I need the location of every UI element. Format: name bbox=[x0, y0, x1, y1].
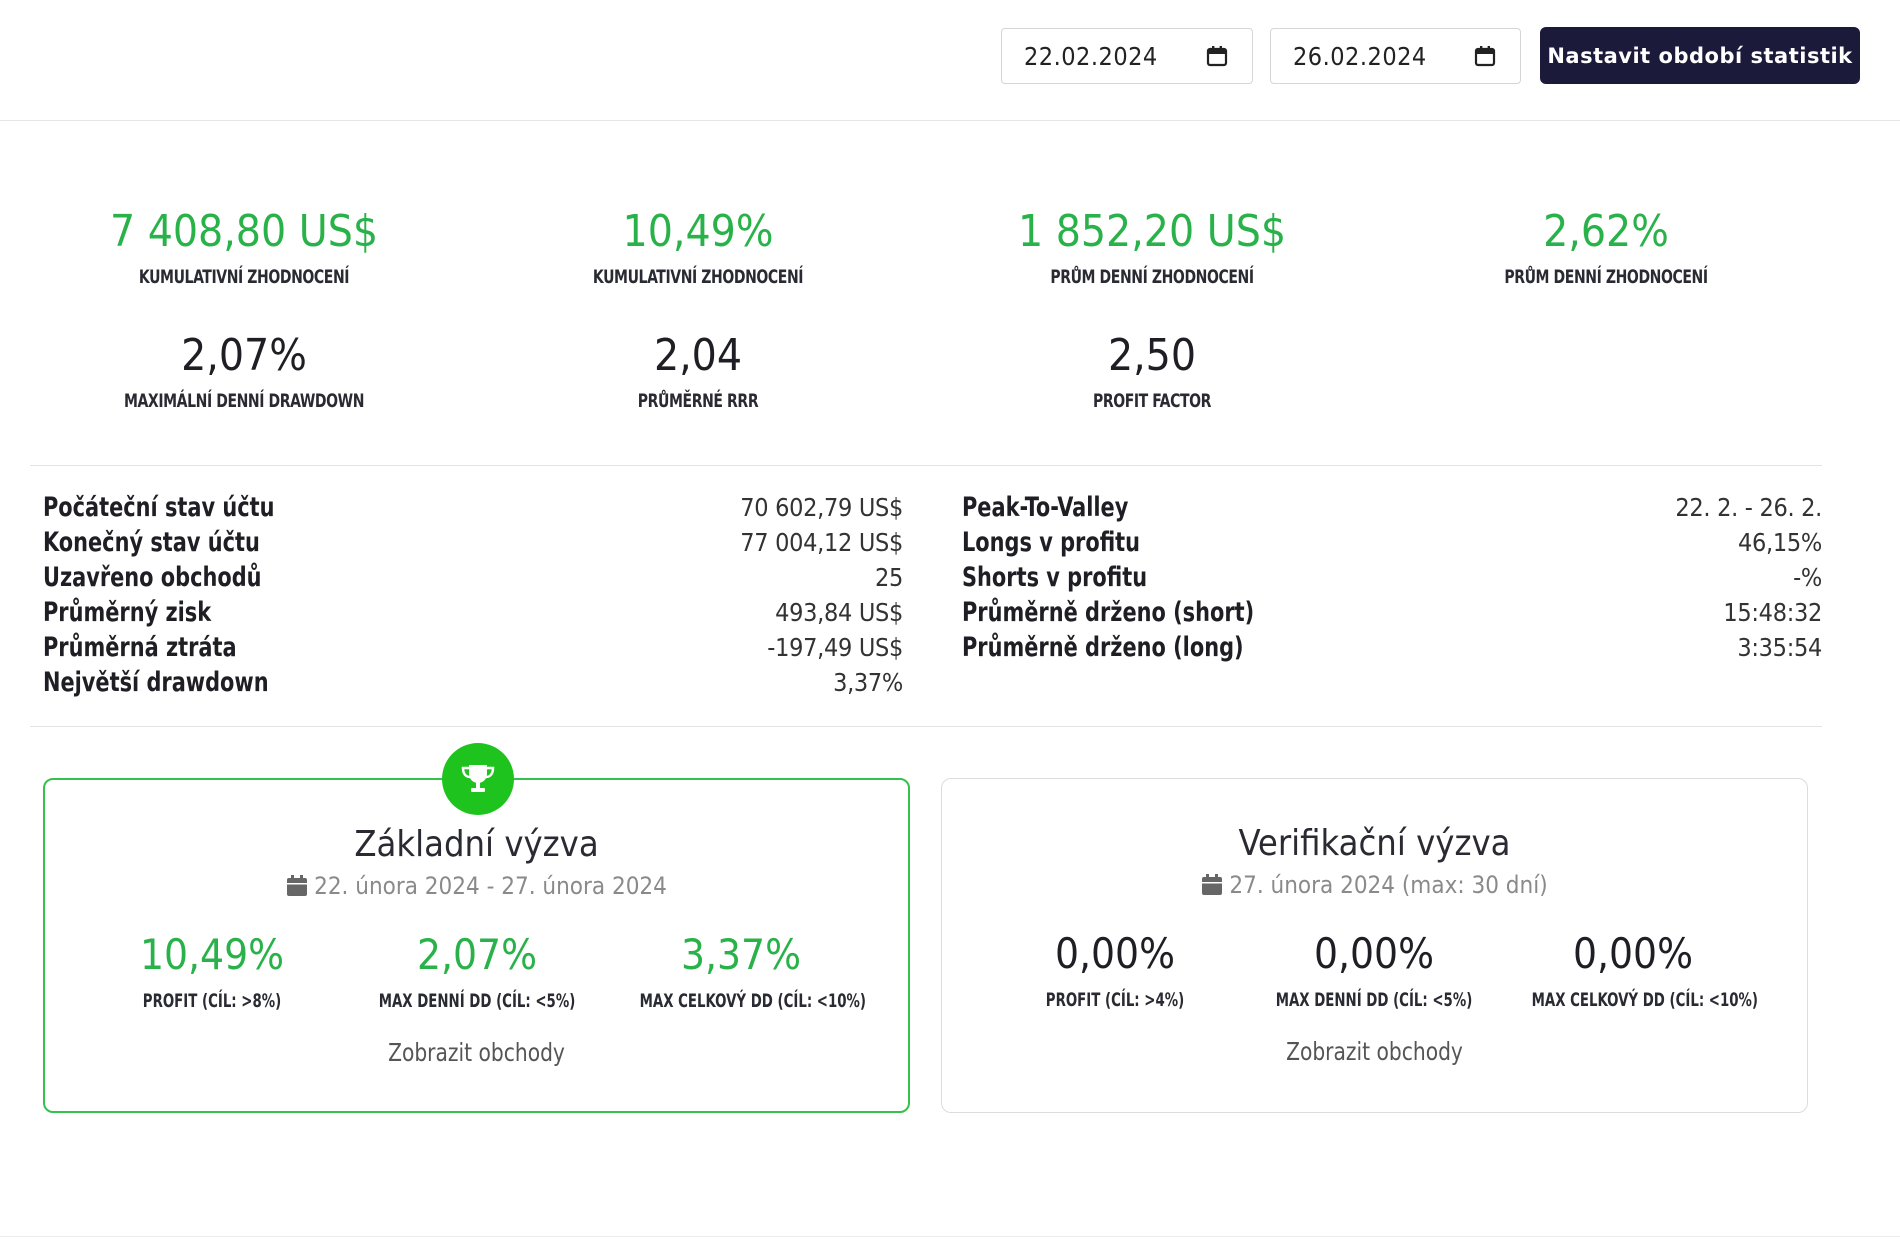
kpi-avg-daily-return-percent: 2,62% Prům denní zhodnocení bbox=[1376, 206, 1836, 288]
stat-label: Průměrný zisk bbox=[43, 597, 212, 628]
metric-label: Profit (cíl: >8%) bbox=[142, 990, 282, 1012]
kpi-profit-factor: 2,50 Profit Factor bbox=[922, 330, 1382, 412]
stat-value: 46,15% bbox=[1738, 528, 1822, 557]
metric-label: Max denní DD (cíl: <5%) bbox=[378, 990, 576, 1012]
metric-value: 0,00% bbox=[1054, 929, 1175, 978]
kpi-cumulative-return-amount: 7 408,80 US$ Kumulativní zhodnocení bbox=[14, 206, 474, 288]
show-trades-link[interactable]: Zobrazit obchody bbox=[388, 1038, 565, 1067]
stat-value: 22. 2. - 26. 2. bbox=[1675, 493, 1822, 522]
metric-value: 2,07% bbox=[416, 930, 537, 979]
kpi-value: 2,04 bbox=[653, 330, 743, 381]
date-to-input[interactable]: 26.02.2024 bbox=[1270, 28, 1521, 84]
kpi-value: 2,07% bbox=[181, 330, 307, 381]
stat-row: Longs v profitu 46,15% bbox=[962, 525, 1822, 560]
set-period-button[interactable]: Nastavit období statistik bbox=[1540, 27, 1860, 84]
challenge-dates: 22. února 2024 - 27. února 2024 bbox=[45, 872, 908, 900]
stat-label: Největší drawdown bbox=[43, 667, 269, 698]
trade-stats-table: Peak-To-Valley 22. 2. - 26. 2. Longs v pr… bbox=[962, 490, 1822, 665]
metric-label: Max celkový DD (cíl: <10%) bbox=[1531, 989, 1758, 1011]
metric-value: 0,00% bbox=[1313, 929, 1434, 978]
kpi-cumulative-return-percent: 10,49% Kumulativní zhodnocení bbox=[468, 206, 928, 288]
stat-label: Peak-To-Valley bbox=[962, 492, 1129, 523]
kpi-label: Profit Factor bbox=[1092, 390, 1212, 412]
calendar-icon bbox=[287, 875, 308, 896]
challenge-dates-text: 22. února 2024 - 27. února 2024 bbox=[314, 872, 667, 900]
top-toolbar: 22.02.2024 26.02.2024 Nastavit období st… bbox=[0, 0, 1900, 121]
stat-row: Průměrná ztráta -197,49 US$ bbox=[43, 630, 903, 665]
challenge-title: Verifikační výzva bbox=[1238, 823, 1511, 864]
challenge-metric: 3,37% Max celkový DD (cíl: <10%) bbox=[611, 930, 871, 1012]
kpi-max-daily-drawdown: 2,07% Maximální denní drawdown bbox=[14, 330, 474, 412]
stat-value: 3,37% bbox=[833, 668, 903, 697]
challenge-metric: 0,00% Max denní DD (cíl: <5%) bbox=[1244, 929, 1504, 1011]
stat-label: Longs v profitu bbox=[962, 527, 1141, 558]
stat-value: 15:48:32 bbox=[1723, 598, 1822, 627]
stat-value: -197,49 US$ bbox=[767, 633, 903, 662]
challenge-card-basic: Základní výzva 22. února 2024 - 27. únor… bbox=[43, 778, 910, 1113]
divider bbox=[0, 1236, 1900, 1237]
kpi-label: Prům denní zhodnocení bbox=[1050, 266, 1254, 288]
challenge-dates-text: 27. února 2024 (max: 30 dní) bbox=[1229, 871, 1548, 899]
calendar-icon[interactable] bbox=[1206, 45, 1228, 67]
kpi-value: 10,49% bbox=[622, 206, 774, 257]
stat-value: 70 602,79 US$ bbox=[740, 493, 903, 522]
kpi-label: Průměrné RRR bbox=[637, 390, 759, 412]
metric-label: Profit (cíl: >4%) bbox=[1045, 989, 1185, 1011]
show-trades-link[interactable]: Zobrazit obchody bbox=[1286, 1037, 1463, 1066]
calendar-icon[interactable] bbox=[1474, 45, 1496, 67]
divider bbox=[30, 465, 1822, 466]
kpi-value: 2,50 bbox=[1107, 330, 1197, 381]
metric-value: 0,00% bbox=[1572, 929, 1693, 978]
stat-row: Konečný stav účtu 77 004,12 US$ bbox=[43, 525, 903, 560]
date-from-value: 22.02.2024 bbox=[1024, 41, 1158, 71]
kpi-avg-daily-return-amount: 1 852,20 US$ Prům denní zhodnocení bbox=[922, 206, 1382, 288]
stat-value: 3:35:54 bbox=[1737, 633, 1822, 662]
stat-row: Největší drawdown 3,37% bbox=[43, 665, 903, 700]
stat-row: Průměrně drženo (short) 15:48:32 bbox=[962, 595, 1822, 630]
stat-row: Shorts v profitu -% bbox=[962, 560, 1822, 595]
calendar-icon bbox=[1202, 874, 1223, 895]
stat-value: 77 004,12 US$ bbox=[740, 528, 903, 557]
stat-row: Průměrný zisk 493,84 US$ bbox=[43, 595, 903, 630]
stat-label: Průměrná ztráta bbox=[43, 632, 237, 663]
kpi-average-rrr: 2,04 Průměrné RRR bbox=[468, 330, 928, 412]
challenge-dates: 27. února 2024 (max: 30 dní) bbox=[942, 871, 1807, 899]
stat-row: Uzavřeno obchodů 25 bbox=[43, 560, 903, 595]
kpi-value: 2,62% bbox=[1543, 206, 1669, 257]
stat-label: Uzavřeno obchodů bbox=[43, 562, 262, 593]
stat-value: 493,84 US$ bbox=[775, 598, 903, 627]
stat-row: Počáteční stav účtu 70 602,79 US$ bbox=[43, 490, 903, 525]
kpi-label: Kumulativní zhodnocení bbox=[138, 266, 350, 288]
kpi-label: Maximální denní drawdown bbox=[123, 390, 365, 412]
metric-value: 3,37% bbox=[680, 930, 801, 979]
challenge-metric: 0,00% Max celkový DD (cíl: <10%) bbox=[1503, 929, 1763, 1011]
stat-label: Shorts v profitu bbox=[962, 562, 1148, 593]
metric-label: Max celkový DD (cíl: <10%) bbox=[639, 990, 866, 1012]
date-to-value: 26.02.2024 bbox=[1293, 41, 1427, 71]
challenge-metric: 0,00% Profit (cíl: >4%) bbox=[985, 929, 1245, 1011]
stat-label: Průměrně drženo (short) bbox=[962, 597, 1255, 628]
kpi-value: 1 852,20 US$ bbox=[1017, 206, 1287, 257]
challenge-card-verification: Verifikační výzva 27. února 2024 (max: 3… bbox=[941, 778, 1808, 1113]
account-stats-table: Počáteční stav účtu 70 602,79 US$ Konečný… bbox=[43, 490, 903, 700]
trophy-icon bbox=[442, 743, 514, 815]
stat-value: 25 bbox=[874, 563, 903, 592]
stat-label: Konečný stav účtu bbox=[43, 527, 260, 558]
stat-row: Průměrně drženo (long) 3:35:54 bbox=[962, 630, 1822, 665]
metric-label: Max denní DD (cíl: <5%) bbox=[1275, 989, 1473, 1011]
kpi-value: 7 408,80 US$ bbox=[109, 206, 379, 257]
stat-label: Počáteční stav účtu bbox=[43, 492, 275, 523]
challenge-title: Základní výzva bbox=[354, 824, 599, 865]
stat-row: Peak-To-Valley 22. 2. - 26. 2. bbox=[962, 490, 1822, 525]
divider bbox=[30, 726, 1822, 727]
challenge-metric: 10,49% Profit (cíl: >8%) bbox=[82, 930, 342, 1012]
challenge-metric: 2,07% Max denní DD (cíl: <5%) bbox=[347, 930, 607, 1012]
stat-value: -% bbox=[1793, 563, 1822, 592]
stat-label: Průměrně drženo (long) bbox=[962, 632, 1244, 663]
metric-value: 10,49% bbox=[139, 930, 285, 979]
kpi-label: Prům denní zhodnocení bbox=[1504, 266, 1708, 288]
kpi-label: Kumulativní zhodnocení bbox=[592, 266, 804, 288]
date-from-input[interactable]: 22.02.2024 bbox=[1001, 28, 1253, 84]
